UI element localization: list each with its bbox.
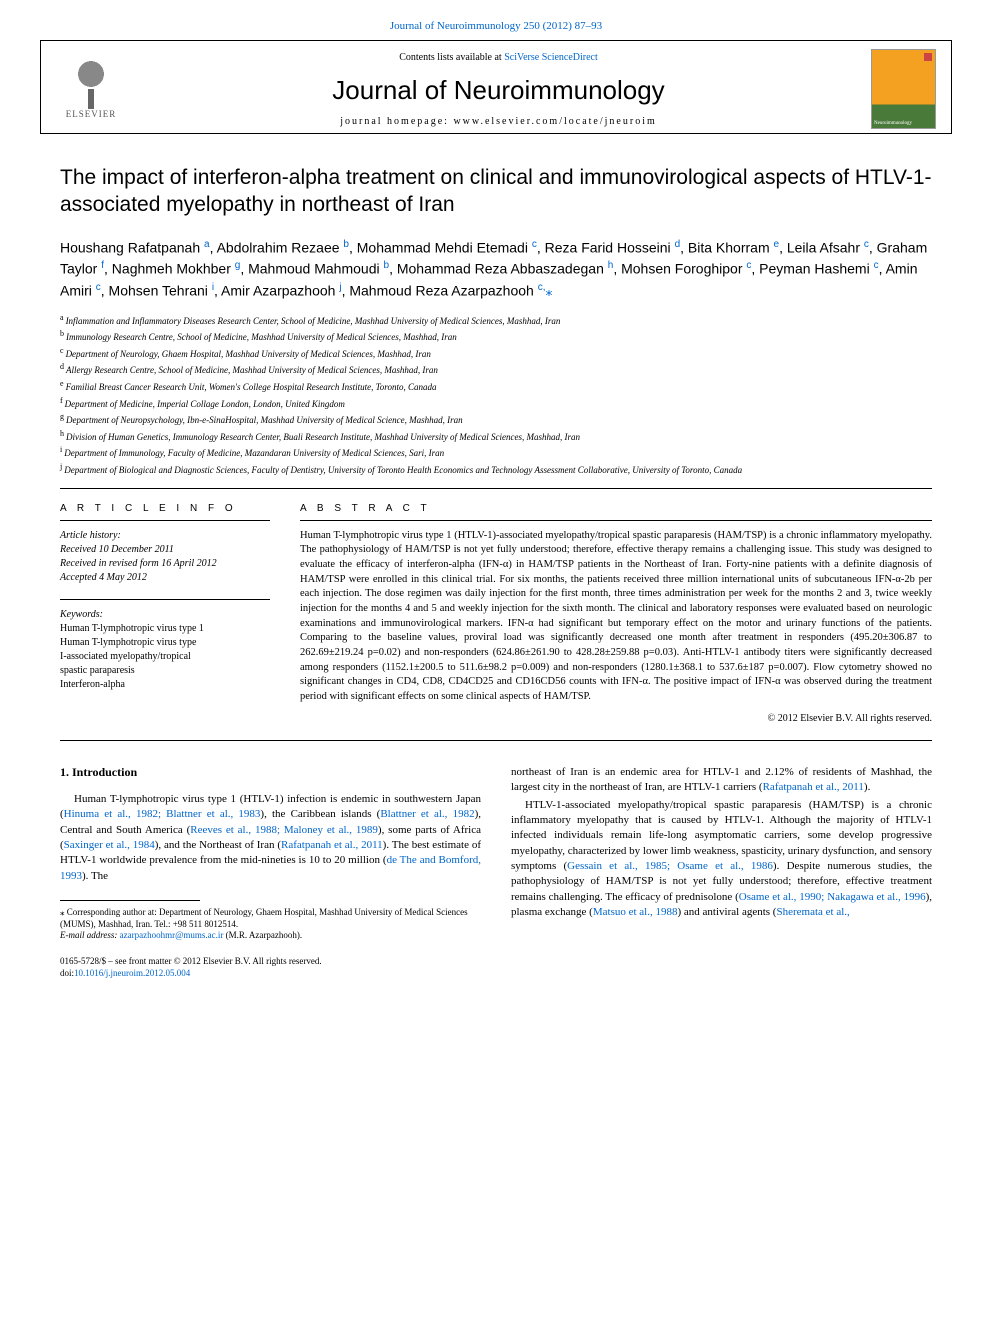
ref-link[interactable]: Reeves et al., 1988; Maloney et al., 198… (190, 824, 378, 836)
abstract-column: A B S T R A C T Human T-lymphotropic vir… (300, 503, 932, 724)
ref-link[interactable]: Osame et al., 1990; Nakagawa et al., 199… (739, 891, 926, 903)
homepage-label: journal homepage: (340, 116, 453, 127)
affiliation-line: gDepartment of Neuropsychology, Ibn-e-Si… (60, 411, 932, 427)
header-center: Contents lists available at SciVerse Sci… (141, 52, 856, 127)
affiliation-line: iDepartment of Immunology, Faculty of Me… (60, 444, 932, 460)
text: ). (864, 781, 870, 793)
keyword-item: Interferon-alpha (60, 678, 270, 692)
journal-header-box: ELSEVIER Contents lists available at Sci… (40, 40, 952, 134)
authors-list: Houshang Rafatpanah a, Abdolrahim Rezaee… (60, 237, 932, 302)
text: ), the Caribbean islands ( (260, 808, 380, 820)
ref-link[interactable]: Rafatpanah et al., 2011 (763, 781, 864, 793)
affiliation-line: hDivision of Human Genetics, Immunology … (60, 428, 932, 444)
keywords-label: Keywords: (60, 608, 270, 622)
keyword-item: Human T-lymphotropic virus type (60, 636, 270, 650)
footnote-rule (60, 900, 200, 901)
text: ). The (82, 870, 108, 882)
abstract-label: A B S T R A C T (300, 503, 932, 514)
elsevier-label: ELSEVIER (66, 109, 117, 119)
ref-link[interactable]: Saxinger et al., 1984 (64, 839, 155, 851)
ref-link[interactable]: Blattner et al., 1982 (380, 808, 474, 820)
email-link[interactable]: azarpazhoohmr@mums.ac.ir (120, 930, 224, 940)
abstract-text: Human T-lymphotropic virus type 1 (HTLV-… (300, 529, 932, 705)
affiliation-line: jDepartment of Biological and Diagnostic… (60, 461, 932, 477)
history-label: Article history: (60, 529, 270, 543)
sciencedirect-link[interactable]: SciVerse ScienceDirect (504, 52, 598, 63)
keywords-block: Keywords: Human T-lymphotropic virus typ… (60, 608, 270, 692)
email-label: E-mail address: (60, 930, 120, 940)
doi-label: doi: (60, 968, 74, 978)
affiliation-line: bImmunology Research Centre, School of M… (60, 328, 932, 344)
cover-text: Neuroimmunology (874, 121, 912, 126)
received-date: Received 10 December 2011 (60, 543, 270, 557)
revised-date: Received in revised form 16 April 2012 (60, 557, 270, 571)
text: ) and antiviral agents ( (678, 906, 777, 918)
keyword-item: spastic paraparesis (60, 664, 270, 678)
corr-text: Corresponding author at: Department of N… (60, 907, 468, 929)
keyword-item: I-associated myelopathy/tropical (60, 650, 270, 664)
affiliations-list: aInflammation and Inflammatory Diseases … (60, 312, 932, 489)
homepage-line: journal homepage: www.elsevier.com/locat… (141, 116, 856, 127)
homepage-url[interactable]: www.elsevier.com/locate/jneuroim (453, 116, 656, 127)
right-column: northeast of Iran is an endemic area for… (511, 765, 932, 980)
affiliation-line: cDepartment of Neurology, Ghaem Hospital… (60, 345, 932, 361)
corresponding-author-note: ⁎ Corresponding author at: Department of… (60, 907, 481, 942)
affiliation-line: aInflammation and Inflammatory Diseases … (60, 312, 932, 328)
text: ), and the Northeast of Iran ( (155, 839, 281, 851)
intro-paragraph-2: northeast of Iran is an endemic area for… (511, 765, 932, 921)
article-info-sidebar: A R T I C L E I N F O Article history: R… (60, 503, 270, 724)
page-footer: 0165-5728/$ – see front matter © 2012 El… (60, 956, 481, 979)
ref-link[interactable]: Rafatpanah et al., 2011 (281, 839, 383, 851)
doi-link[interactable]: 10.1016/j.jneuroim.2012.05.004 (74, 968, 190, 978)
ref-link[interactable]: Hinuma et al., 1982; Blattner et al., 19… (64, 808, 261, 820)
journal-cover-thumbnail: Neuroimmunology (871, 49, 936, 129)
contents-line: Contents lists available at SciVerse Sci… (141, 52, 856, 63)
contents-at-text: Contents lists available at (399, 52, 504, 63)
article-history: Article history: Received 10 December 20… (60, 529, 270, 585)
affiliation-line: eFamilial Breast Cancer Research Unit, W… (60, 378, 932, 394)
elsevier-tree-icon (66, 59, 116, 109)
keyword-item: Human T-lymphotropic virus type 1 (60, 622, 270, 636)
accepted-date: Accepted 4 May 2012 (60, 571, 270, 585)
elsevier-logo: ELSEVIER (56, 52, 126, 127)
journal-title: Journal of Neuroimmunology (141, 75, 856, 106)
article-title: The impact of interferon-alpha treatment… (60, 164, 932, 219)
issn-line: 0165-5728/$ – see front matter © 2012 El… (60, 956, 481, 968)
intro-paragraph-1: Human T-lymphotropic virus type 1 (HTLV-… (60, 792, 481, 884)
ref-link[interactable]: Gessain et al., 1985; Osame et al., 1986 (567, 860, 773, 872)
citation-header: Journal of Neuroimmunology 250 (2012) 87… (0, 0, 992, 40)
article-info-label: A R T I C L E I N F O (60, 503, 270, 514)
abstract-copyright: © 2012 Elsevier B.V. All rights reserved… (300, 713, 932, 724)
ref-link[interactable]: Matsuo et al., 1988 (593, 906, 678, 918)
affiliation-line: fDepartment of Medicine, Imperial Collag… (60, 395, 932, 411)
affiliation-line: dAllergy Research Centre, School of Medi… (60, 361, 932, 377)
introduction-heading: 1. Introduction (60, 765, 481, 780)
left-column: 1. Introduction Human T-lymphotropic vir… (60, 765, 481, 980)
email-suffix: (M.R. Azarpazhooh). (223, 930, 302, 940)
ref-link[interactable]: Sheremata et al., (776, 906, 849, 918)
